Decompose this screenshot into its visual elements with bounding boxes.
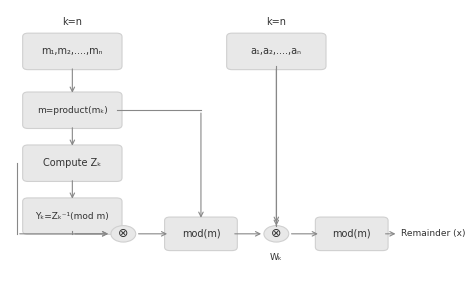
- Text: ⊗: ⊗: [118, 227, 128, 240]
- Text: k=n: k=n: [266, 17, 286, 27]
- Text: m=product(mₖ): m=product(mₖ): [37, 106, 108, 115]
- Text: Remainder (x): Remainder (x): [401, 229, 465, 238]
- Text: m₁,m₂,....,mₙ: m₁,m₂,....,mₙ: [42, 46, 103, 56]
- FancyBboxPatch shape: [23, 33, 122, 70]
- Text: Yₖ=Zₖ⁻¹(mod m): Yₖ=Zₖ⁻¹(mod m): [36, 212, 109, 221]
- FancyBboxPatch shape: [23, 145, 122, 181]
- FancyBboxPatch shape: [227, 33, 326, 70]
- Text: a₁,a₂,....,aₙ: a₁,a₂,....,aₙ: [251, 46, 302, 56]
- FancyBboxPatch shape: [164, 217, 237, 251]
- Circle shape: [264, 226, 289, 242]
- Text: mod(m): mod(m): [182, 229, 220, 239]
- Text: k=n: k=n: [63, 17, 82, 27]
- FancyBboxPatch shape: [23, 198, 122, 234]
- Text: ⊗: ⊗: [271, 227, 282, 240]
- Text: mod(m): mod(m): [332, 229, 371, 239]
- Text: Wₖ: Wₖ: [270, 253, 283, 262]
- FancyBboxPatch shape: [315, 217, 388, 251]
- FancyBboxPatch shape: [23, 92, 122, 129]
- Circle shape: [111, 226, 136, 242]
- Text: Compute Zₖ: Compute Zₖ: [43, 158, 101, 168]
